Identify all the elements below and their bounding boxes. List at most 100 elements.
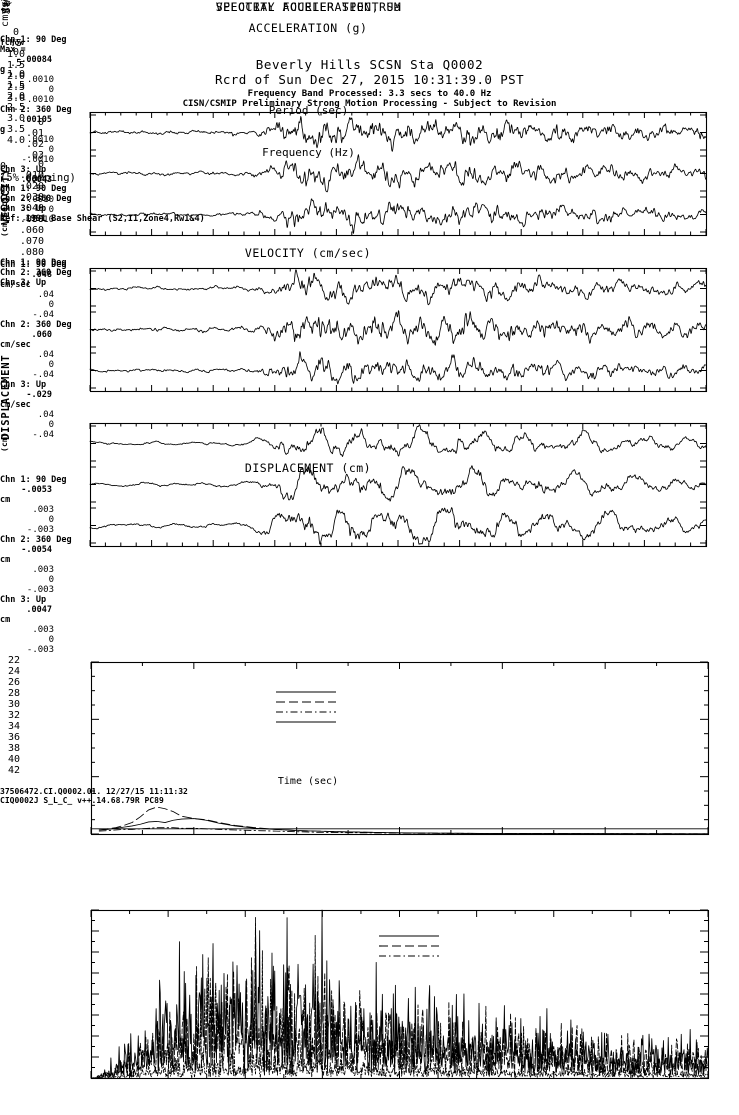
sa-ytick-2: .02: [25, 139, 44, 150]
max-value-0-0: -.00084: [16, 55, 52, 65]
time-axis-label: Time (sec): [277, 776, 339, 787]
waveform-plot-0: [89, 111, 708, 237]
sa-xtick-6: 3.0: [6, 93, 26, 104]
fs-xtick-7: 3.5: [6, 124, 26, 135]
time-xtick-5: 32: [7, 710, 21, 721]
fs-legend-label-0: Chn 1: 90 Deg: [0, 258, 67, 268]
channel-label-1-2: Chn 3: Up: [0, 380, 47, 390]
ytick-1-0-1: 0: [48, 300, 54, 310]
sa-ytick-3: .03: [25, 150, 44, 161]
ytick-2-0-1: 0: [48, 515, 54, 525]
sa-legend-label-0: Chn 1: 90 Deg: [0, 184, 67, 194]
fs-chart-title: VELOCITY FOURIER SPECTRUM: [215, 0, 402, 14]
sa-xtick-1: .5: [9, 38, 23, 49]
fs-plot-area: [90, 909, 710, 1080]
time-xtick-8: 38: [7, 743, 21, 754]
max-unit-2-0: cm: [0, 495, 11, 505]
ytick-0-2-0: .0010: [26, 195, 54, 205]
ytick-1-1-2: -.04: [32, 370, 54, 380]
sa-legend-label-1: Chn 2: 360 Deg: [0, 194, 72, 204]
ytick-2-0-0: .003: [32, 505, 54, 515]
max-unit-0-2: g: [0, 185, 6, 195]
fs-xtick-1: .5: [9, 58, 23, 69]
agency-processing-line: CISN/CSMIP Preliminary Strong Motion Pro…: [182, 99, 557, 110]
channel-label-1-0: Chn 1: 90 Deg: [0, 260, 67, 270]
channel-label-2-1: Chn 2: 360 Deg: [0, 535, 72, 545]
max-prefix-0-0: Max =: [0, 45, 26, 55]
channel-label-0-1: Chn 2: 360 Deg: [0, 105, 72, 115]
fs-y-axis-units: cm/sec - sec: [0, 0, 11, 27]
ytick-0-1-2: -.0010: [21, 155, 54, 165]
ytick-1-0-0: .04: [37, 290, 54, 300]
time-xtick-3: 28: [7, 688, 21, 699]
max-value-2-2: .0047: [26, 605, 52, 615]
ytick-0-2-2: -.0010: [21, 215, 54, 225]
sa-legend-line-3: [276, 721, 336, 723]
fs-legend-label-1: Chn 2: 360 Deg: [0, 268, 72, 278]
fs-ytick-8: .080: [19, 247, 44, 258]
ytick-1-0-2: -.04: [32, 310, 54, 320]
channel-label-0-2: Chn 3: Up: [0, 165, 47, 175]
time-xtick-0: 22: [7, 655, 21, 666]
ytick-1-2-0: .04: [37, 410, 54, 420]
max-unit-2-2: cm: [0, 615, 11, 625]
max-value-1-2: -.029: [26, 390, 52, 400]
fs-xtick-6: 3.0: [6, 113, 26, 124]
ytick-2-1-2: -.003: [26, 585, 54, 595]
fs-corner-note: fcHöw: [0, 38, 25, 47]
sa-legend-line-2: [276, 711, 336, 713]
fs-ytick-3: .030: [19, 192, 44, 203]
panel-title-2: DISPLACEMENT (cm): [244, 461, 372, 475]
sa-legend-label-3: Ref: 1991 Base Shear (S2,I1,Zone4,Rw1&4): [0, 214, 205, 224]
max-value-1-0: .048: [31, 270, 52, 280]
sa-xtick-5: 2.5: [6, 82, 26, 93]
fs-ytick-5: .050: [19, 214, 44, 225]
sa-xtick-2: 1.0: [6, 49, 26, 60]
sa-ytick-0: 0: [37, 117, 44, 128]
fs-xtick-0: 0: [12, 47, 20, 58]
time-xtick-1: 24: [7, 666, 21, 677]
channel-label-0-0: Chn 1: 90 Deg: [0, 35, 67, 45]
sa-damping-annotation: (5% damping): [0, 172, 76, 184]
sa-plot-area: [90, 661, 710, 836]
fs-ytick-1: .010: [19, 170, 44, 181]
fs-ytick-4: .040: [19, 203, 44, 214]
fs-xtick-8: 4.0: [6, 135, 26, 146]
fs-xtick-5: 2.5: [6, 102, 26, 113]
channel-label-2-0: Chn 1: 90 Deg: [0, 475, 67, 485]
sa-legend-label-2: Chn 3: Up: [0, 204, 47, 214]
timeseries-figure: ACCELERATION(g)ACCELERATION (g)Chn 1: 90…: [0, 0, 708, 805]
fs-xtick-4: 2.0: [6, 91, 26, 102]
panel-title-0: ACCELERATION (g): [248, 21, 368, 35]
sa-xtick-4: 2.0: [6, 71, 26, 82]
fs-xtick-2: 1.0: [6, 69, 26, 80]
ytick-2-0-2: -.003: [26, 525, 54, 535]
max-unit-1-2: cm/sec: [0, 400, 31, 410]
fs-ytick-6: .060: [19, 225, 44, 236]
max-unit-1-0: cm/sec: [0, 280, 31, 290]
frequency-band-line: Frequency Band Processed: 3.3 secs to 40…: [247, 88, 492, 99]
fs-legend-label-2: Chn 3: Up: [0, 278, 47, 288]
fs-legend-line-1: [379, 945, 439, 947]
time-xtick-6: 34: [7, 721, 21, 732]
sa-x-axis-label: Period (sec): [268, 104, 349, 117]
fs-legend-line-0: [379, 935, 439, 937]
ytick-1-2-2: -.04: [32, 430, 54, 440]
max-value-1-1: .060: [31, 330, 52, 340]
ytick-2-2-0: .003: [32, 625, 54, 635]
fs-ytick-2: .020: [19, 181, 44, 192]
max-value-2-0: -.0053: [21, 485, 52, 495]
waveform-plot-1: [89, 267, 708, 393]
max-value-0-2: .00043: [21, 175, 52, 185]
ytick-1-2-1: 0: [48, 420, 54, 430]
ytick-2-1-1: 0: [48, 575, 54, 585]
max-value-0-1: .00105: [21, 115, 52, 125]
sa-xtick-0: 0: [12, 27, 20, 38]
max-unit-1-1: cm/sec: [0, 340, 31, 350]
panel-title-1: VELOCITY (cm/sec): [244, 246, 372, 260]
ytick-1-1-1: 0: [48, 360, 54, 370]
ytick-0-2-1: 0: [48, 205, 54, 215]
fs-legend-line-2: [379, 955, 439, 957]
